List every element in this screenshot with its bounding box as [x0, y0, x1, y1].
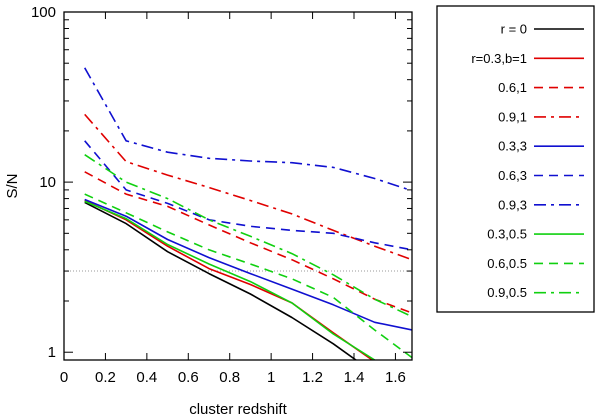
series-line-3 [84, 171, 412, 314]
series-line-4 [84, 113, 412, 261]
y-tick-label: 1 [48, 344, 56, 361]
legend-label: 0.3,0.5 [487, 227, 527, 242]
tick-layer: 0 0.2 0.4 0.6 0.8 1 1.2 1.4 1.6 1 10 100 [31, 4, 412, 386]
series-line-1 [84, 201, 358, 360]
x-tick-label: 1.2 [302, 369, 323, 386]
series-line-6 [84, 140, 412, 251]
x-tick-label: 0.6 [178, 369, 199, 386]
series-line-5 [84, 198, 412, 331]
y-tick-label: 100 [31, 4, 56, 21]
legend-label: 0.9,1 [498, 109, 527, 124]
plot-frame [63, 11, 413, 361]
x-tick-label: 0.8 [219, 369, 240, 386]
legend-label: r=0.3,b=1 [471, 51, 527, 66]
legend-label: 0.6,0.5 [487, 256, 527, 271]
x-tick-label: 0.2 [95, 369, 116, 386]
x-tick-label: 1.6 [385, 369, 406, 386]
series-line-8 [84, 200, 376, 360]
x-tick-label: 0.4 [136, 369, 157, 386]
legend-box [436, 5, 595, 313]
legend-label: 0.9,3 [498, 197, 527, 212]
legend-label: 0.6,3 [498, 168, 527, 183]
legend-label: r = 0 [501, 22, 527, 37]
x-tick-label: 0 [60, 369, 68, 386]
series-layer [84, 67, 412, 360]
legend-label: 0.9,0.5 [487, 285, 527, 300]
x-tick-label: 1.4 [344, 369, 365, 386]
series-line-9 [84, 193, 412, 359]
legend-label: 0.6,1 [498, 80, 527, 95]
x-axis-label: cluster redshift [189, 401, 287, 418]
y-tick-label: 10 [39, 174, 56, 191]
y-axis-label: S/N [4, 173, 21, 198]
series-line-10 [84, 154, 412, 318]
legend: r = 0 r=0.3,b=1 0.6,1 0.9,1 0.3,3 0.6,3 0.9,3 0… [471, 22, 584, 300]
series-line-7 [84, 67, 412, 192]
x-tick-label: 1 [267, 369, 275, 386]
legend-label: 0.3,3 [498, 139, 527, 154]
